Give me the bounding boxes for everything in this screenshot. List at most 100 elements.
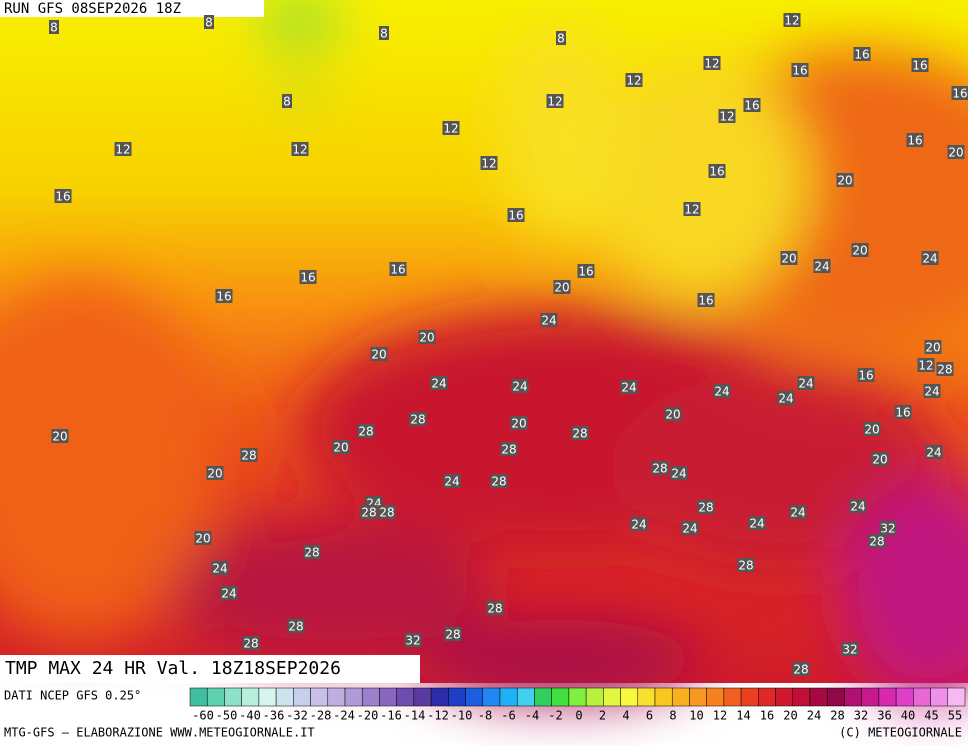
temperature-label: 16 [952,87,967,101]
temperature-label: 28 [793,663,808,677]
colorbar-swatch [259,688,276,706]
temperature-label: 28 [361,506,376,520]
colorbar-label: 55 [948,709,962,723]
temperature-label: 12 [918,359,933,373]
temperature-label: 28 [304,546,319,560]
temperature-label: 20 [872,453,887,467]
colorbar-swatch [776,688,793,706]
temperature-label: 28 [241,449,256,463]
colorbar-swatch [379,688,396,706]
colorbar-swatch [793,688,810,706]
colorbar-label: -28 [310,709,332,723]
temperature-label: 16 [854,48,869,62]
colorbar-label: 24 [807,709,821,723]
colorbar-label: -20 [357,709,379,723]
colorbar-swatch [879,688,896,706]
colorbar-label: 4 [622,709,629,723]
temperature-label: 24 [671,467,686,481]
colorbar-swatch [827,688,844,706]
colorbar-swatch [707,688,724,706]
colorbar-label: -40 [239,709,261,723]
temperature-label: 16 [912,59,927,73]
temperature-label: 28 [738,559,753,573]
temperature-label: 12 [292,143,307,157]
temperature-label: 24 [814,260,829,274]
temperature-label: 16 [578,265,593,279]
colorbar-label: 6 [646,709,653,723]
temperature-label: 32 [880,522,895,536]
colorbar-swatch [397,688,414,706]
colorbar-swatch [655,688,672,706]
colorbar-swatch [758,688,775,706]
colorbar-swatch [741,688,758,706]
temperature-label: 12 [684,203,699,217]
colorbar-label: 12 [713,709,727,723]
temperature-label: 16 [508,209,523,223]
colorbar-swatch [948,688,965,706]
temperature-label: 20 [665,408,680,422]
temperature-label: 16 [792,64,807,78]
temperature-label: 16 [907,134,922,148]
temperature-label: 24 [212,562,227,576]
colorbar-label: 16 [760,709,774,723]
temperature-label: 20 [554,281,569,295]
colorbar-swatch [276,688,293,706]
colorbar-label: 10 [689,709,703,723]
temperature-label: 20 [837,174,852,188]
colorbar-label: -4 [525,709,539,723]
colorbar-swatch [414,688,431,706]
colorbar-label: 2 [599,709,606,723]
colorbar-label: -32 [286,709,308,723]
temperature-label: 16 [709,165,724,179]
map-background [0,0,968,700]
temperature-label: 28 [379,506,394,520]
temperature-label: 28 [487,602,502,616]
colorbar-label: -14 [404,709,426,723]
colorbar-swatch [311,688,328,706]
temperature-label: 24 [922,252,937,266]
temperature-label: 20 [195,532,210,546]
colorbar-swatch [345,688,362,706]
colorbar-label: 8 [669,709,676,723]
temperature-label: 20 [333,441,348,455]
colorbar-label: -2 [548,709,562,723]
colorbar-swatch [190,688,207,706]
temperature-label: 12 [481,157,496,171]
temperature-label: 12 [784,14,799,28]
temperature-label: 12 [704,57,719,71]
colorbar-swatch [689,688,706,706]
temperature-label: 16 [300,271,315,285]
temperature-label: 20 [371,348,386,362]
temperature-label: 20 [52,430,67,444]
colorbar-swatch [466,688,483,706]
temperature-label: 20 [925,341,940,355]
temperature-label: 24 [221,587,236,601]
temperature-label: 12 [719,110,734,124]
colorbar-swatch [931,688,948,706]
temperature-label: 20 [852,244,867,258]
temperature-label: 16 [858,369,873,383]
temperature-label: 28 [698,501,713,515]
temperature-label: 20 [419,331,434,345]
temperature-label: 24 [790,506,805,520]
temperature-label: 8 [283,95,291,109]
temperature-label: 24 [631,518,646,532]
temperature-label: 8 [557,32,565,46]
temperature-label: 28 [243,637,258,651]
colorbar-swatch [483,688,500,706]
temperature-label: 8 [380,27,388,41]
colorbar-swatch [603,688,620,706]
temperature-label: 24 [798,377,813,391]
colorbar-swatch [638,688,655,706]
colorbar-label: -24 [333,709,355,723]
colorbar-swatch [534,688,551,706]
temperature-label: 16 [698,294,713,308]
temperature-label: 24 [621,381,636,395]
temperature-label: 24 [431,377,446,391]
colorbar-swatch [862,688,879,706]
colorbar-label: -8 [478,709,492,723]
temperature-label: 16 [55,190,70,204]
temperature-label: 12 [626,74,641,88]
temperature-label: 24 [850,500,865,514]
